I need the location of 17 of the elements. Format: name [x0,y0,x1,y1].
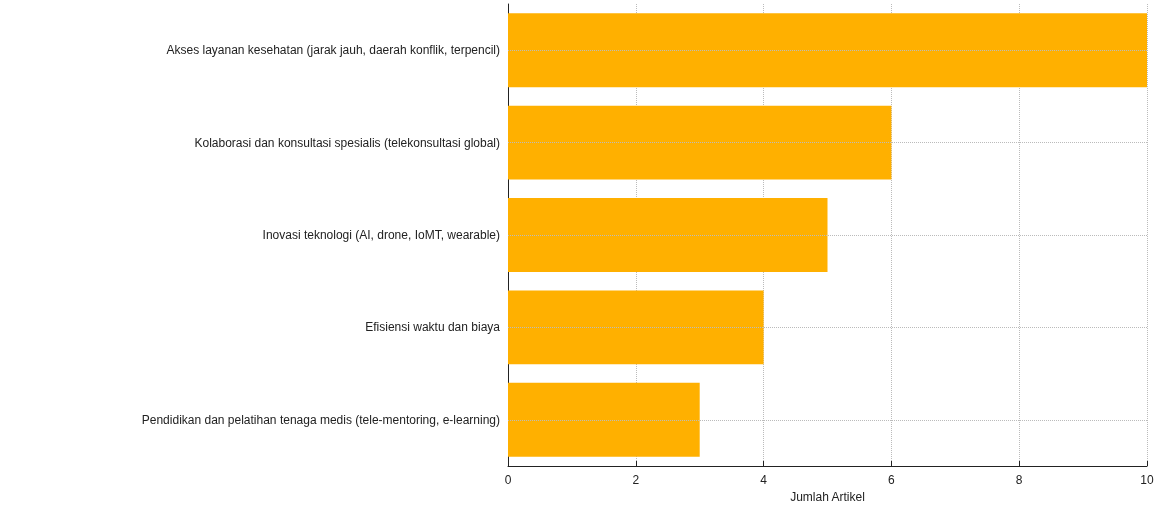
x-tick-label: 2 [632,473,640,487]
bar [508,13,1147,88]
y-tick-label: Akses layanan kesehatan (jarak jauh, daerah konflik, terpencil) [166,43,500,58]
y-tick-label: Pendidikan dan pelatihan tenaga medis (tele-mentoring, e-learning) [141,412,500,427]
x-axis-title: Jumlah Artikel [790,489,865,504]
x-tick-label: 10 [1140,473,1154,487]
y-tick-label: Inovasi teknologi (AI, drone, IoMT, wearable) [262,228,500,242]
x-tick-label: 6 [888,473,896,487]
x-tick-label: 4 [760,473,768,487]
bar [508,382,700,457]
x-tick-label: 8 [1015,473,1023,487]
bar [508,198,828,272]
bar [508,105,892,180]
y-tick-label: Kolaborasi dan konsultasi spesialis (telekonsultasi global) [194,135,500,150]
bar [508,290,764,365]
y-tick-label: Efisiensi waktu dan biaya [365,320,501,335]
x-tick-label: 0 [504,473,512,487]
